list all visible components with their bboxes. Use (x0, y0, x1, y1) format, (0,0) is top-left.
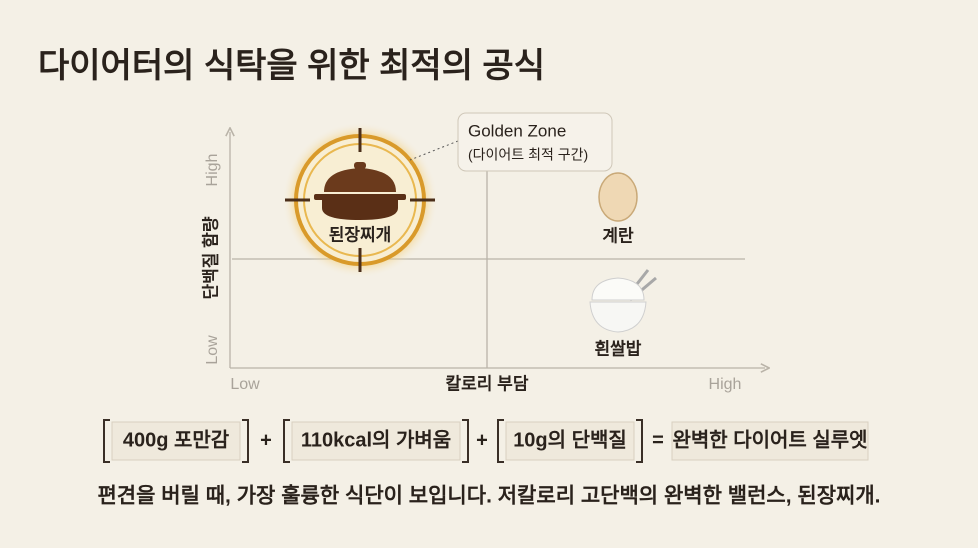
x-low-label: Low (230, 376, 260, 393)
formula-operator: + (260, 429, 272, 451)
rice-icon (589, 269, 657, 333)
callout-title: Golden Zone (468, 121, 566, 140)
callout-box (457, 112, 613, 172)
x-axis-label: 칼로리 부담 (446, 374, 529, 393)
callout-subtitle: (다이어트 최적 구간) (468, 147, 588, 163)
formula-term: 10g의 단백질 (513, 428, 627, 451)
title: 다이어터의 식탁을 위한 최적의 공식 (38, 47, 545, 85)
formula-term-box (497, 419, 643, 463)
formula-term-box (103, 419, 249, 463)
callout-line (409, 140, 459, 161)
item-label: 흰쌀밥 (595, 339, 642, 358)
x-high-label: High (709, 376, 742, 393)
formula-operator: + (476, 429, 488, 451)
egg-icon (598, 172, 638, 222)
item-label: 된장찌개 (329, 225, 392, 244)
formula-term-box (283, 419, 469, 463)
pot-icon (314, 162, 406, 220)
formula-term: 400g 포만감 (123, 428, 230, 451)
formula-result: 완벽한 다이어트 실루엣 (672, 428, 867, 451)
y-low-label: Low (204, 335, 221, 365)
formula-term: 110kcal의 가벼움 (301, 428, 451, 451)
item-label: 계란 (602, 226, 634, 245)
formula-result-box (671, 421, 869, 461)
formula-operator: = (652, 429, 664, 451)
crosshair (285, 128, 435, 272)
y-axis-label: 단백질 함량 (200, 216, 220, 299)
y-high-label: High (204, 154, 221, 187)
footer-text: 편견을 버릴 때, 가장 훌륭한 식단이 보입니다. 저칼로리 고단백의 완벽한… (97, 484, 880, 508)
